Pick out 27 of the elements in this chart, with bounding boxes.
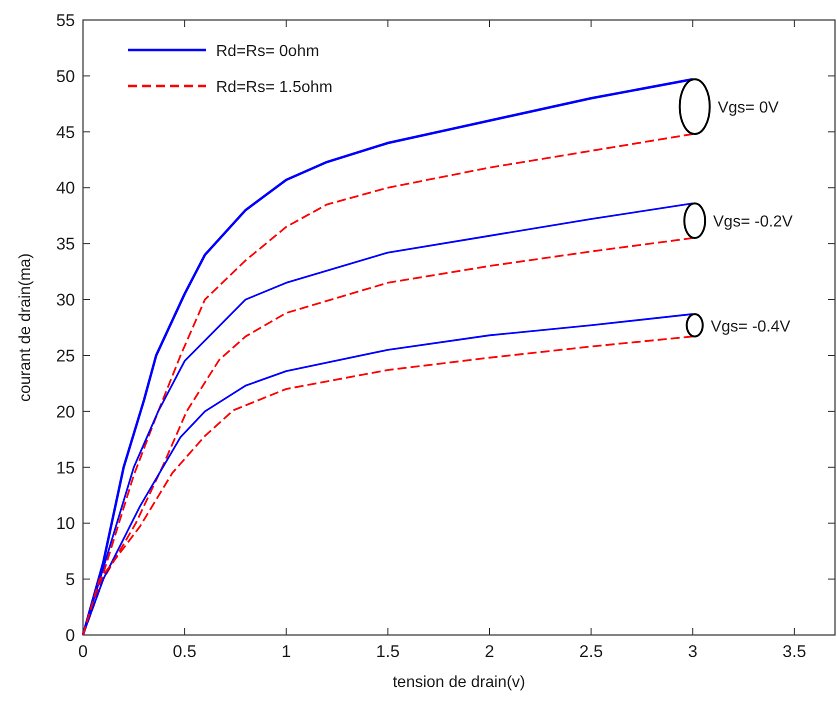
y-tick-label: 45 (56, 122, 75, 142)
y-tick-label: 0 (66, 626, 75, 645)
x-tick-label: 3.5 (782, 642, 806, 661)
y-tick-label: 50 (56, 66, 75, 86)
x-tick-label: 1.5 (376, 642, 400, 661)
x-tick-label: 3 (688, 642, 698, 661)
x-tick-label: 1 (282, 642, 291, 661)
y-tick-label: 5 (66, 570, 75, 590)
y-tick-label: 30 (56, 290, 75, 310)
y-axis-title: courant de drain(ma) (17, 253, 34, 402)
y-tick-label: 35 (56, 234, 75, 254)
legend-label: Rd=Rs= 1.5ohm (216, 79, 333, 96)
x-tick-label: 2 (484, 642, 494, 661)
y-tick-label: 55 (56, 11, 75, 30)
x-tick-label: 2.5 (579, 642, 603, 661)
y-tick-label: 25 (56, 346, 75, 366)
annotation: Vgs= -0.4V (710, 318, 791, 336)
y-tick-label: 10 (56, 514, 75, 534)
y-tick-label: 20 (56, 402, 75, 422)
x-tick-label: 0.5 (172, 642, 196, 661)
annotation: Vgs= 0V (718, 100, 779, 117)
x-axis-title: tension de drain(v) (392, 674, 526, 691)
legend-label: Rd=Rs= 0ohm (216, 43, 320, 60)
annotation: Vgs= -0.2V (713, 214, 794, 231)
y-tick-label: 15 (56, 458, 75, 478)
x-tick-label: 0 (78, 642, 88, 661)
y-tick-label: 40 (56, 178, 75, 198)
